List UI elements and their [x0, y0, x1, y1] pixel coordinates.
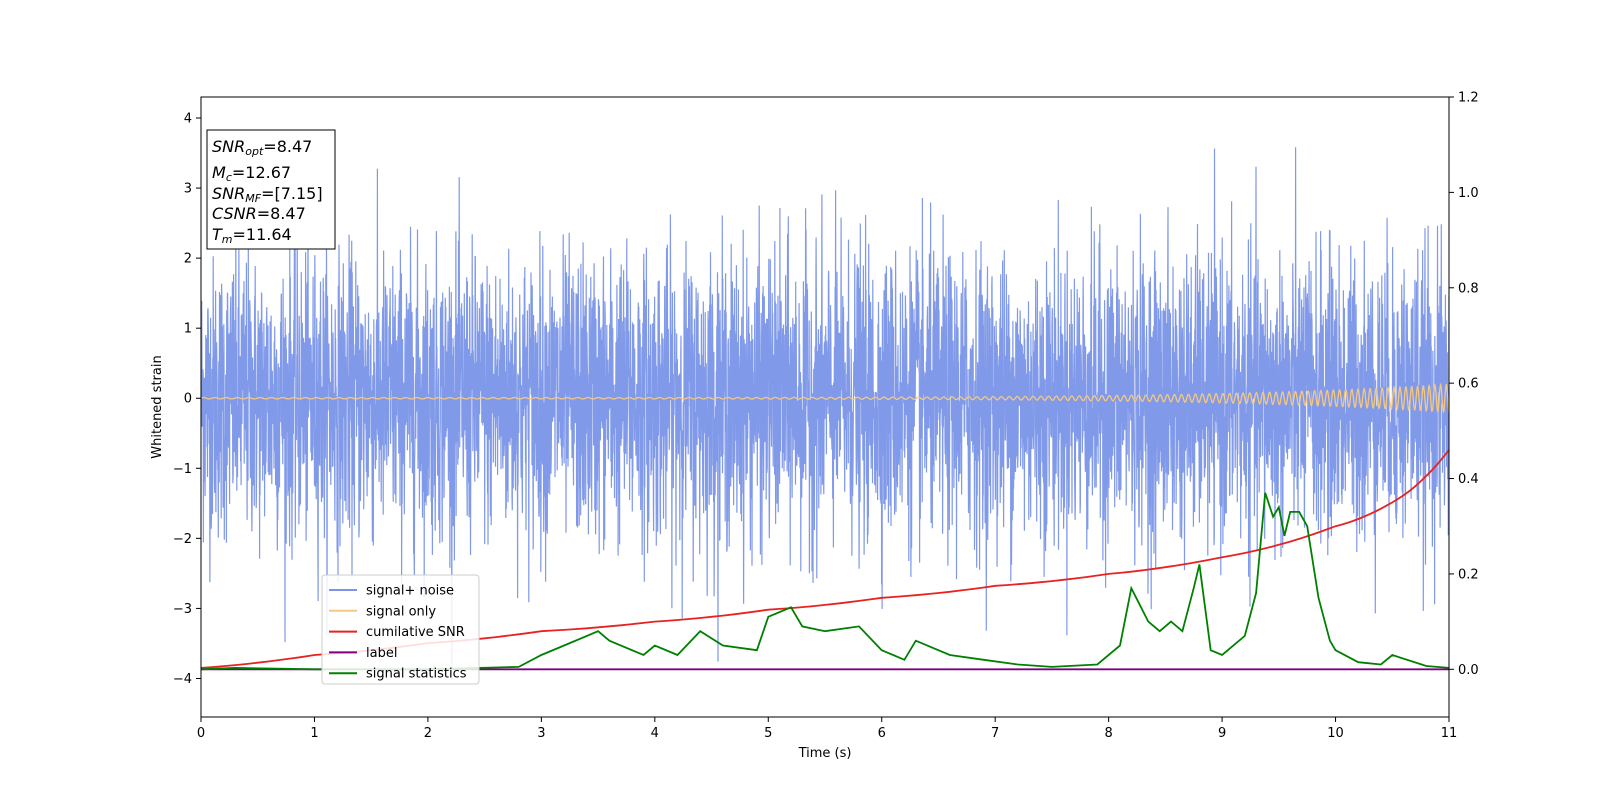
x-axis-ticks: 0 1 2 3 4 5 6 7 8 9 10 11	[197, 717, 1457, 741]
legend-label: label	[366, 646, 397, 661]
info-line: CSNR=8.47	[212, 204, 306, 223]
plot-frame	[200, 96, 1450, 718]
x-tick-label: 5	[764, 726, 772, 741]
y-tick-label: 0	[184, 392, 192, 407]
x-tick-label: 0	[197, 726, 205, 741]
y-tick-label: 3	[184, 182, 192, 197]
x-tick-label: 4	[651, 726, 659, 741]
y-axis-label: Whitened strain	[150, 355, 165, 458]
info-line: Mc=12.67	[212, 163, 291, 184]
info-line: SNRMF=[7.15]	[212, 184, 323, 205]
y2-tick-label: 0.4	[1458, 472, 1479, 487]
y-tick-label: 4	[184, 112, 192, 127]
y2-tick-label: 1.2	[1458, 91, 1479, 106]
y-tick-label: 2	[184, 252, 192, 267]
legend-label: signal only	[366, 604, 436, 619]
x-tick-label: 10	[1327, 726, 1344, 741]
series-signal-noise-line	[201, 147, 1449, 681]
y2-tick-label: 0.2	[1458, 567, 1479, 582]
y2-tick-label: 0.6	[1458, 377, 1479, 392]
y-tick-label: −1	[173, 462, 192, 477]
legend-items: signal+ noise signal only cumilative SNR la…	[329, 584, 467, 682]
info-box-frame	[206, 129, 336, 250]
legend-frame	[321, 574, 480, 685]
x-tick-label: 9	[1218, 726, 1226, 741]
series-signal-statistics-line	[201, 492, 1449, 671]
y2-axis-ticks: 0.0 0.2 0.4 0.6 0.8 1.0 1.2	[1449, 91, 1479, 678]
series-signal-only-line	[201, 382, 1449, 414]
x-tick-label: 1	[310, 726, 318, 741]
y-tick-label: −2	[173, 532, 192, 547]
y-tick-label: −4	[173, 672, 192, 687]
legend-label: signal statistics	[366, 667, 467, 682]
y2-tick-label: 0.0	[1458, 663, 1479, 678]
info-line: Tm=11.64	[212, 225, 292, 246]
y-tick-label: 1	[184, 322, 192, 337]
legend-label: signal+ noise	[366, 584, 454, 599]
x-axis-label: Time (s)	[798, 746, 852, 761]
x-tick-label: 11	[1441, 726, 1458, 741]
y2-tick-label: 1.0	[1458, 186, 1479, 201]
x-tick-label: 2	[424, 726, 432, 741]
y-axis-ticks: −4 −3 −2 −1 0 1 2 3 4	[173, 112, 201, 687]
y-tick-label: −3	[173, 602, 192, 617]
legend-label: cumilative SNR	[366, 625, 465, 640]
y2-tick-label: 0.8	[1458, 281, 1479, 296]
info-line: SNRopt=8.47	[212, 137, 312, 158]
info-box-lines: SNRopt=8.47 Mc=12.67SNRMF=[7.15]CSNR=8.47…	[212, 137, 323, 246]
x-tick-label: 6	[878, 726, 886, 741]
x-tick-label: 8	[1104, 726, 1112, 741]
info-annotation-box: SNRopt=8.47 Mc=12.67SNRMF=[7.15]CSNR=8.47…	[206, 129, 336, 250]
x-tick-label: 3	[537, 726, 545, 741]
legend: signal+ noise signal only cumilative SNR la…	[321, 574, 480, 685]
x-tick-label: 7	[991, 726, 999, 741]
